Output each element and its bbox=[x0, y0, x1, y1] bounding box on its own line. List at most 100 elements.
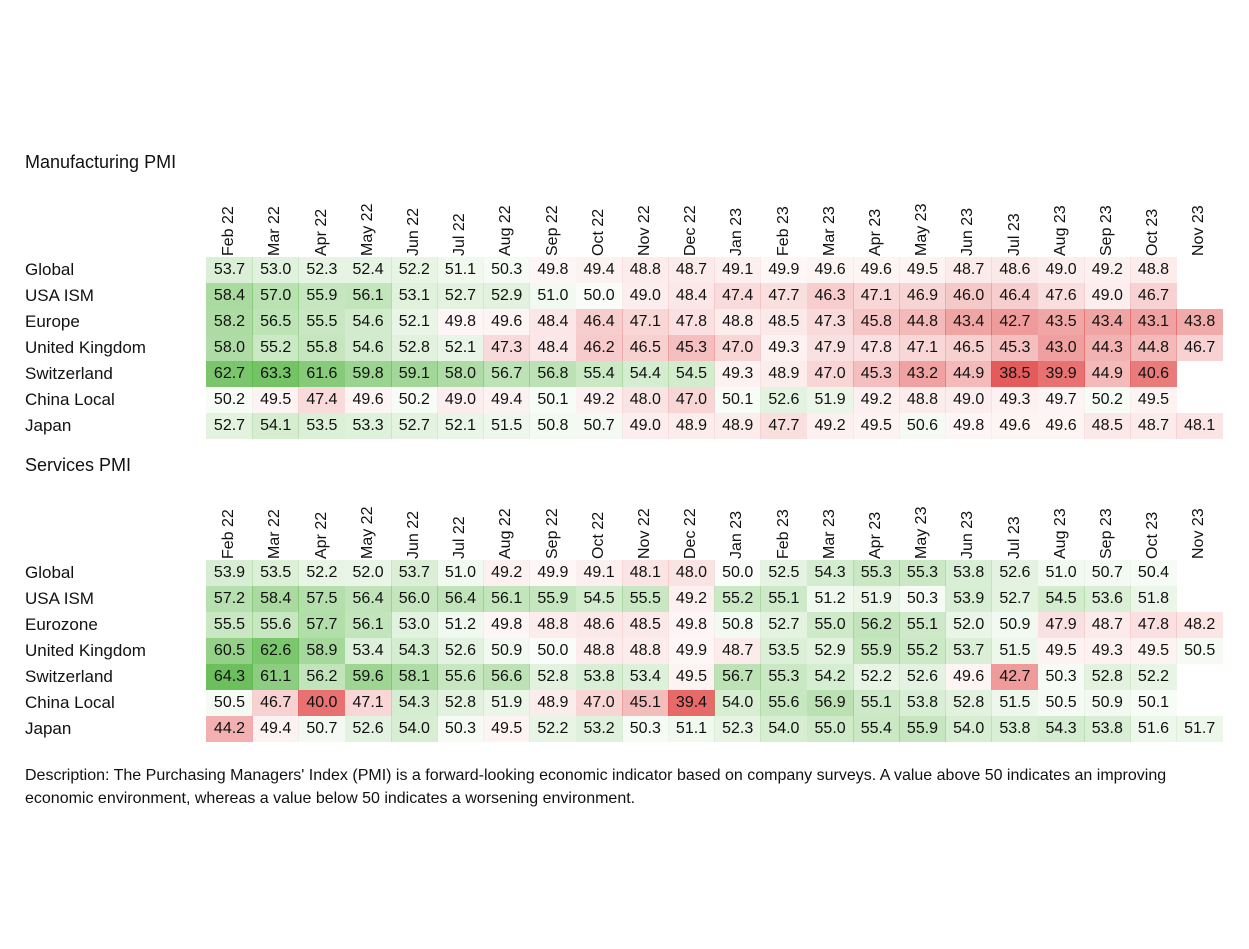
heatmap-cell: 52.5 bbox=[760, 560, 808, 586]
heatmap-cell: 47.6 bbox=[1037, 283, 1085, 309]
table-row: United Kingdom 60.5 62.6 58.9 53.4 54.3 52.6 50… bbox=[25, 638, 1225, 664]
heatmap-cell: 49.4 bbox=[483, 387, 531, 413]
heatmap-cell: 40.0 bbox=[298, 690, 346, 716]
row-label: USA ISM bbox=[25, 589, 94, 608]
heatmap-cell: 56.6 bbox=[483, 664, 531, 690]
heatmap-cell: 50.7 bbox=[298, 716, 346, 742]
heatmap-cell: 49.6 bbox=[945, 664, 993, 690]
heatmap-cell: 52.1 bbox=[437, 413, 484, 439]
heatmap-cell: 52.7 bbox=[991, 586, 1039, 612]
heatmap-cell: 52.8 bbox=[390, 335, 438, 361]
heatmap-cell: 49.2 bbox=[668, 586, 715, 612]
heatmap-cell: 52.8 bbox=[437, 690, 484, 716]
heatmap-cell: 47.3 bbox=[483, 335, 531, 361]
heatmap-cell: 53.0 bbox=[390, 612, 438, 638]
table-row: China Local 50.5 46.7 40.0 47.1 54.3 52.8 51.9 4… bbox=[25, 690, 1225, 716]
month-label: Apr 22 bbox=[312, 511, 330, 559]
heatmap-cell: 48.5 bbox=[1083, 413, 1131, 439]
heatmap-cell: 53.5 bbox=[252, 560, 300, 586]
heatmap-cell: 49.5 bbox=[1130, 387, 1177, 413]
heatmap-cell: 58.0 bbox=[206, 335, 253, 361]
month-label: Sep 23 bbox=[1097, 508, 1115, 559]
heatmap-cell: 56.2 bbox=[298, 664, 346, 690]
heatmap-cell bbox=[1176, 690, 1223, 716]
heatmap-cell: 57.5 bbox=[298, 586, 346, 612]
heatmap-cell: 43.2 bbox=[899, 361, 946, 387]
heatmap-cell: 48.5 bbox=[760, 309, 808, 335]
heatmap-cell: 52.8 bbox=[1083, 664, 1131, 690]
heatmap-cell: 49.1 bbox=[714, 257, 762, 283]
heatmap-cell: 48.8 bbox=[1130, 257, 1177, 283]
row-cells: 55.5 55.6 57.7 56.1 53.0 51.2 49.8 48.8 48.6 48.5… bbox=[206, 612, 1224, 638]
row-cells: 64.3 61.1 56.2 59.6 58.1 55.6 56.6 52.8 53.8 53.4… bbox=[206, 664, 1222, 690]
row-cells: 50.2 49.5 47.4 49.6 50.2 49.0 49.4 50.1 49.2 48.0… bbox=[206, 387, 1222, 413]
heatmap-cell: 48.9 bbox=[668, 413, 715, 439]
heatmap-cell: 43.8 bbox=[1176, 309, 1224, 335]
heatmap-cell: 49.6 bbox=[991, 413, 1039, 439]
heatmap-cell: 53.7 bbox=[206, 257, 253, 283]
heatmap-cell: 50.1 bbox=[529, 387, 577, 413]
heatmap-cell: 46.7 bbox=[252, 690, 300, 716]
heatmap-cell: 53.2 bbox=[575, 716, 623, 742]
row-label: Europe bbox=[25, 312, 80, 331]
heatmap-cell: 48.7 bbox=[945, 257, 993, 283]
heatmap-cell: 45.3 bbox=[668, 335, 715, 361]
month-label: Nov 23 bbox=[1190, 508, 1208, 559]
row-cells: 53.7 53.0 52.3 52.4 52.2 51.1 50.3 49.8 49.4 48.8… bbox=[206, 257, 1222, 283]
heatmap-cell: 54.3 bbox=[390, 690, 438, 716]
month-label: Oct 22 bbox=[589, 511, 607, 559]
heatmap-cell: 51.1 bbox=[668, 716, 715, 742]
row-cells: 58.4 57.0 55.9 56.1 53.1 52.7 52.9 51.0 50.0 49.0… bbox=[206, 283, 1222, 309]
heatmap-cell: 52.6 bbox=[899, 664, 946, 690]
month-label: Oct 23 bbox=[1144, 511, 1162, 559]
month-label: Mar 22 bbox=[266, 206, 284, 256]
heatmap-cell: 46.5 bbox=[621, 335, 669, 361]
table-row: Europe 58.2 56.5 55.5 54.6 52.1 49.8 49.6 48.4 46… bbox=[25, 309, 1225, 335]
heatmap-cell: 56.1 bbox=[344, 283, 392, 309]
heatmap-cell: 48.2 bbox=[1176, 612, 1224, 638]
heatmap-cell: 60.5 bbox=[206, 638, 253, 664]
row-cells: 50.5 46.7 40.0 47.1 54.3 52.8 51.9 48.9 47.0 45.1… bbox=[206, 690, 1222, 716]
heatmap-cell: 44.3 bbox=[1083, 335, 1131, 361]
heatmap-cell: 55.0 bbox=[806, 612, 854, 638]
heatmap-cell: 49.5 bbox=[252, 387, 300, 413]
heatmap-cell: 51.0 bbox=[1037, 560, 1085, 586]
heatmap-cell: 55.0 bbox=[806, 716, 854, 742]
heatmap-cell: 42.7 bbox=[991, 309, 1039, 335]
heatmap-cell: 48.4 bbox=[668, 283, 715, 309]
heatmap-cell: 49.0 bbox=[1083, 283, 1131, 309]
heatmap-cell: 52.0 bbox=[945, 612, 993, 638]
row-cells: 57.2 58.4 57.5 56.4 56.0 56.4 56.1 55.9 54.5 55.5… bbox=[206, 586, 1222, 612]
heatmap-cell: 45.3 bbox=[991, 335, 1039, 361]
heatmap-cell: 49.3 bbox=[1083, 638, 1131, 664]
row-cells: 58.2 56.5 55.5 54.6 52.1 49.8 49.6 48.4 46.4 47.1… bbox=[206, 309, 1224, 335]
heatmap-cell bbox=[1176, 560, 1223, 586]
heatmap-cell: 52.7 bbox=[390, 413, 438, 439]
table-row: Switzerland 64.3 61.1 56.2 59.6 58.1 55.6 56.6 5… bbox=[25, 664, 1225, 690]
month-label: Feb 22 bbox=[220, 509, 238, 559]
section-title: Manufacturing PMI bbox=[25, 152, 177, 172]
heatmap-cell: 48.7 bbox=[714, 638, 762, 664]
heatmap-cell: 51.2 bbox=[806, 586, 854, 612]
row-label: Japan bbox=[25, 416, 72, 435]
month-label: Apr 23 bbox=[866, 511, 884, 559]
heatmap-cell: 49.8 bbox=[437, 309, 484, 335]
row-label: China Local bbox=[25, 693, 115, 712]
table-row: USA ISM 57.2 58.4 57.5 56.4 56.0 56.4 56.1 55.9 5… bbox=[25, 586, 1225, 612]
heatmap-cell: 50.9 bbox=[483, 638, 531, 664]
heatmap-cell: 48.4 bbox=[529, 309, 577, 335]
heatmap-cell: 48.9 bbox=[714, 413, 762, 439]
month-label: May 22 bbox=[358, 506, 376, 559]
heatmap-cell: 51.9 bbox=[806, 387, 854, 413]
heatmap-cell: 55.3 bbox=[852, 560, 900, 586]
month-label: Apr 22 bbox=[312, 208, 330, 256]
heatmap-cell: 52.7 bbox=[760, 612, 808, 638]
heatmap-cell bbox=[1176, 361, 1223, 387]
heatmap-cell: 47.1 bbox=[621, 309, 669, 335]
heatmap-cell: 47.1 bbox=[344, 690, 392, 716]
heatmap-cell: 50.5 bbox=[1176, 638, 1224, 664]
heatmap-cell: 47.8 bbox=[852, 335, 900, 361]
heatmap-cell: 53.0 bbox=[252, 257, 300, 283]
heatmap-cell: 52.7 bbox=[437, 283, 484, 309]
heatmap-cell: 59.1 bbox=[390, 361, 438, 387]
